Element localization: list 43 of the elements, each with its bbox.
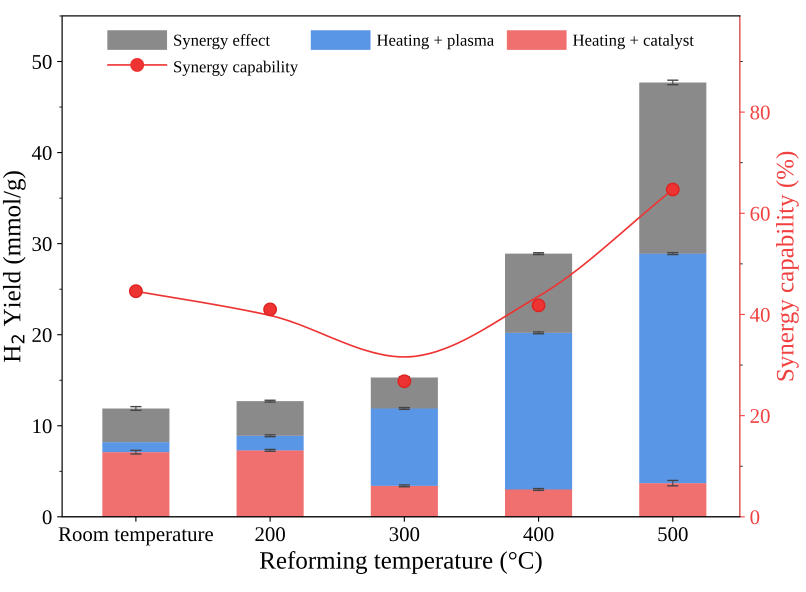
- x-axis-title: Reforming temperature (°C): [260, 550, 542, 574]
- bar: [102, 408, 170, 442]
- y2-tick-label: 20: [750, 409, 770, 424]
- y-tick-label: 20: [32, 328, 52, 342]
- point: [532, 298, 546, 312]
- bar: [236, 436, 304, 450]
- y2-axis-title: Synergy capability (%): [776, 152, 799, 380]
- x-tick-label: 400: [523, 527, 554, 542]
- point: [666, 182, 680, 196]
- bar: [505, 490, 572, 517]
- y-tick-label: 0: [42, 510, 52, 524]
- y-tick-label: 30: [32, 237, 52, 252]
- x-tick-label: 500: [658, 527, 688, 542]
- bar: [370, 486, 438, 517]
- legend-label: Heating + catalyst: [573, 34, 694, 50]
- x-tick-label: 300: [390, 527, 420, 542]
- y2-tick-label: 40: [750, 308, 770, 322]
- point: [397, 374, 412, 388]
- point: [263, 302, 278, 316]
- bar: [236, 401, 304, 436]
- legend-label: Heating + plasma: [376, 34, 494, 50]
- bar: [505, 332, 572, 490]
- bar: [639, 82, 706, 254]
- y-axis-title: H$_{2}$ Yield (mmol/g): [2, 171, 26, 362]
- point: [128, 284, 143, 298]
- bar: [370, 408, 438, 486]
- y-tick-label: 50: [32, 54, 52, 69]
- x-tick-label: Room temperature: [58, 527, 213, 546]
- bar: [505, 254, 572, 333]
- y2-tick-label: 80: [750, 105, 770, 120]
- legend-label: Synergy effect: [174, 34, 270, 50]
- y-tick-label: 40: [32, 146, 52, 160]
- legend-label: Synergy capability: [174, 60, 298, 76]
- y2-tick-label: 0: [750, 510, 760, 524]
- bar: [639, 483, 706, 517]
- bar: [370, 377, 438, 408]
- x-tick-label: 200: [255, 527, 285, 542]
- bar: [236, 450, 304, 517]
- bar: [102, 442, 170, 452]
- y-tick-label: 10: [33, 419, 52, 434]
- bar: [639, 254, 706, 484]
- y2-tick-label: 60: [750, 206, 770, 221]
- bar: [102, 452, 170, 517]
